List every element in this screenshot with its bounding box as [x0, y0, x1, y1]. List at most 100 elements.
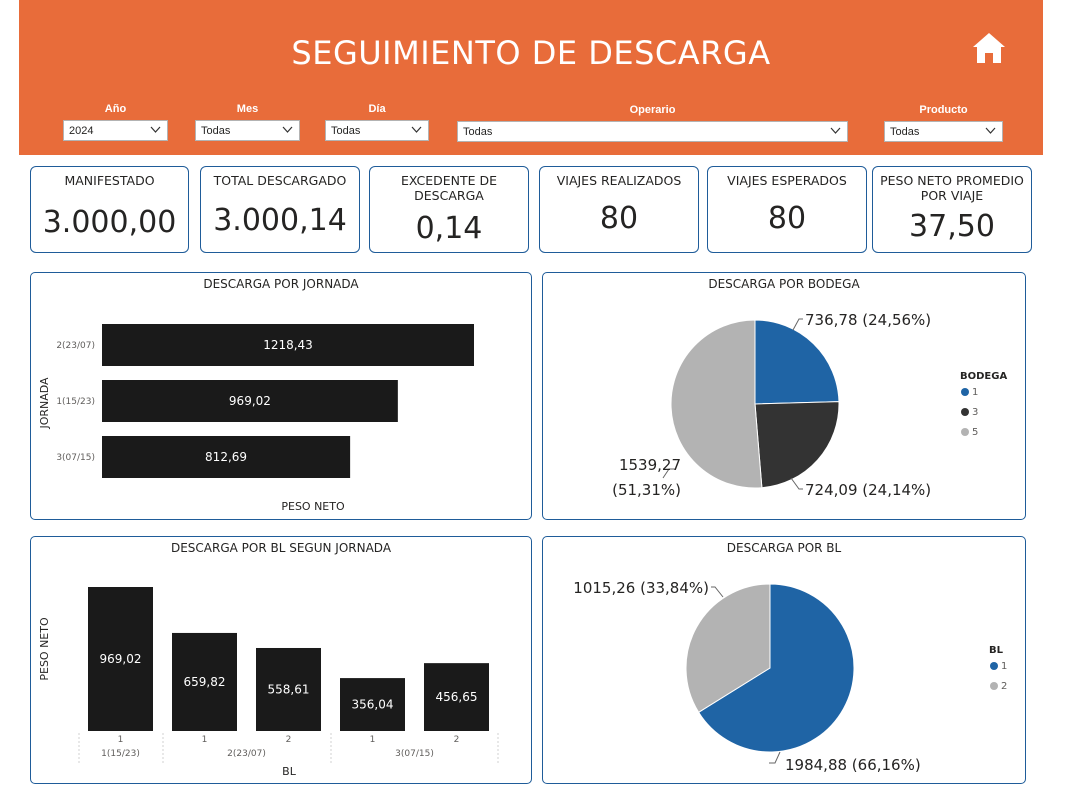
chart-panel-jornada: DESCARGA POR JORNADA 1218,43 2(23/07) 969,… [30, 272, 532, 520]
kpi-value: 3.000,00 [42, 205, 177, 240]
bar [102, 324, 474, 366]
data-label: 736,78 (24,56%) [805, 311, 931, 329]
bar-value-label: 812,69 [205, 450, 247, 464]
leader-line [662, 468, 676, 479]
bl-tick-label: 2 [286, 735, 292, 745]
legend-marker [961, 388, 969, 396]
kpi-label: VIAJES ESPERADOS [727, 173, 847, 188]
legend-title: BL [989, 645, 1004, 656]
legend-label: 2 [1001, 681, 1007, 692]
data-label: 1015,26 (33,84%) [573, 579, 709, 597]
kpi-label: EXCEDENTE DE DESCARGA [400, 173, 498, 203]
bar-value-label: 558,61 [268, 682, 310, 696]
category-tick-label: 1(15/23) [56, 397, 95, 407]
kpi-value: 37,50 [909, 209, 995, 244]
bar-value-label: 456,65 [436, 690, 478, 704]
bl-tick-label: 1 [202, 735, 208, 745]
kpi-value: 3.000,14 [213, 203, 347, 238]
data-label: 724,09 (24,14%) [805, 481, 931, 499]
filter-month-label: Mes [236, 103, 259, 115]
chart-panel-bl: DESCARGA POR BL 1984,88 (66,16%) 1015,26 … [542, 536, 1026, 784]
group-tick-label: 3(07/15) [395, 749, 434, 759]
pie-chart-bodega: 736,78 (24,56%) 724,09 (24,14%) 1539,27 (51… [612, 311, 1007, 499]
bar-value-label: 969,02 [100, 652, 142, 666]
data-label: 1984,88 (66,16%) [785, 756, 921, 774]
chevron-down-icon [150, 126, 161, 133]
kpi-card-excedente: EXCEDENTE DE DESCARGA 0,14 [369, 166, 529, 253]
bar-chart-bl-jornada: 969,02 1 659,82 1 558,61 2 356,04 1 456,65 2 1(15/… [38, 587, 499, 778]
legend-label: 3 [972, 407, 978, 418]
chart-title: DESCARGA POR BODEGA [708, 277, 860, 291]
kpi-card-total-descargado: TOTAL DESCARGADO 3.000,14 [200, 166, 360, 253]
kpi-card-viajes-realizados: VIAJES REALIZADOS 80 [539, 166, 699, 253]
bar-value-label: 969,02 [229, 394, 271, 408]
legend-label: 1 [1001, 661, 1007, 672]
bar [256, 647, 321, 731]
bl-tick-label: 1 [370, 735, 376, 745]
kpi-value: 0,14 [415, 211, 483, 246]
pie-slice [754, 401, 840, 489]
y-axis-title: PESO NETO [38, 617, 51, 681]
kpi-value: 80 [599, 201, 639, 236]
chevron-down-icon [985, 127, 996, 134]
filter-day-dropdown[interactable]: Todas [325, 120, 429, 141]
legend-marker [961, 408, 969, 416]
filter-product-dropdown[interactable]: Todas [884, 121, 1003, 142]
x-axis-title: PESO NETO [281, 500, 345, 513]
filter-operator-value: Todas [463, 126, 493, 138]
page-title: SEGUIMIENTO DE DESCARGA [291, 34, 771, 72]
filter-month-value: Todas [201, 125, 231, 137]
filter-year-value: 2024 [69, 125, 94, 137]
bar [172, 632, 237, 731]
kpi-card-viajes-esperados: VIAJES ESPERADOS 80 [707, 166, 867, 253]
x-axis-title: BL [282, 765, 297, 778]
filter-product-value: Todas [890, 126, 920, 138]
category-tick-label: 2(23/07) [56, 341, 95, 351]
bar [424, 663, 489, 731]
legend-marker [990, 682, 998, 690]
kpi-label: TOTAL DESCARGADO [213, 173, 347, 188]
legend-label: 1 [972, 387, 978, 398]
data-label: (51,31%) [612, 481, 681, 499]
filter-year-label: Año [104, 103, 127, 115]
kpi-label: VIAJES REALIZADOS [556, 173, 682, 188]
pie-chart-bl: 1984,88 (66,16%) 1015,26 (33,84%) BL 1 2 [573, 579, 1007, 774]
chart-title: DESCARGA POR JORNADA [203, 277, 359, 291]
pie-slice [670, 319, 763, 489]
bar-chart-jornada: 1218,43 2(23/07) 969,02 1(15/23) 812,69 3(07/… [38, 324, 474, 513]
leader-line [711, 586, 724, 598]
home-icon[interactable] [971, 30, 1007, 66]
leader-line [792, 318, 803, 331]
leader-line [790, 477, 803, 490]
filter-year-dropdown[interactable]: 2024 [63, 120, 168, 141]
filter-operator-label: Operario [629, 104, 676, 116]
bl-tick-label: 1 [118, 735, 124, 745]
bar [102, 380, 398, 422]
group-tick-label: 2(23/07) [227, 749, 266, 759]
filter-operator-dropdown[interactable]: Todas [457, 121, 848, 142]
filter-month-dropdown[interactable]: Todas [195, 120, 300, 141]
kpi-value: 80 [767, 201, 807, 236]
bar-value-label: 659,82 [184, 675, 226, 689]
kpi-label: MANIFESTADO [64, 173, 155, 188]
legend-marker [990, 662, 998, 670]
header-bar: SEGUIMIENTO DE DESCARGA Año 2024 Mes Tod… [19, 0, 1043, 155]
filter-product-label: Producto [919, 104, 968, 116]
chart-panel-bl-jornada: DESCARGA POR BL SEGUN JORNADA 969,02 1 659… [30, 536, 532, 784]
kpi-label: PESO NETO PROMEDIO POR VIAJE [880, 173, 1024, 203]
bar [102, 436, 351, 478]
bar-value-label: 1218,43 [263, 338, 313, 352]
legend-marker [961, 428, 969, 436]
bl-tick-label: 2 [454, 735, 460, 745]
leader-line [769, 751, 781, 764]
filter-day-value: Todas [331, 125, 361, 137]
filter-day-label: Día [368, 103, 386, 115]
legend-label: 5 [972, 427, 978, 438]
chevron-down-icon [830, 127, 841, 134]
chevron-down-icon [282, 126, 293, 133]
pie-slice [754, 319, 840, 405]
chevron-down-icon [411, 126, 422, 133]
kpi-card-peso-promedio: PESO NETO PROMEDIO POR VIAJE 37,50 [872, 166, 1032, 253]
chart-panel-bodega: DESCARGA POR BODEGA 736,78 (24,56%) 724,0… [542, 272, 1026, 520]
category-tick-label: 3(07/15) [56, 453, 95, 463]
